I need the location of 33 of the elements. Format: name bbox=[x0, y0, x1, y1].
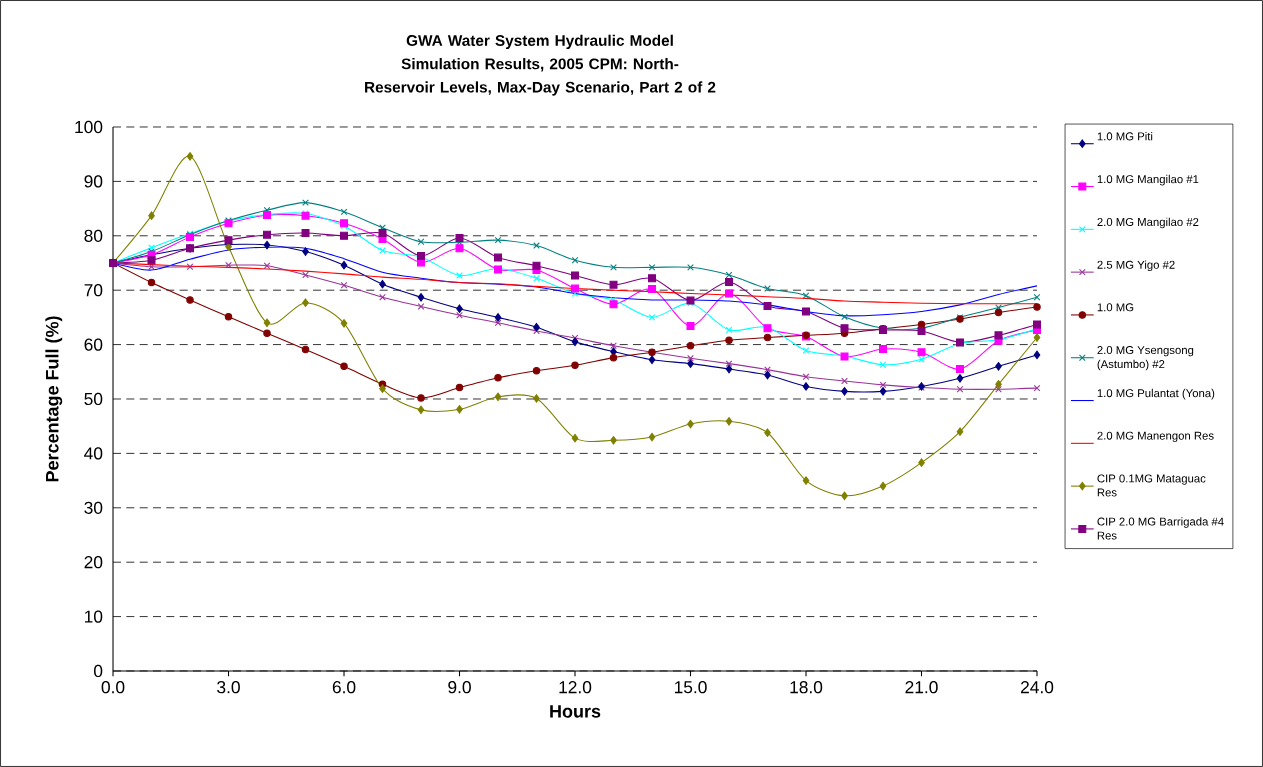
x-axis-title: Hours bbox=[550, 705, 601, 718]
legend-label: 2.5 MG Yigo #2 bbox=[1097, 260, 1175, 272]
chart-title: GWA Water System Hydraulic Model Simulation Results, 2005 CPM: North-Reservoir Levels, Max-Day Scenario, Part 2 of 2 bbox=[365, 34, 716, 96]
y-tick-label: 20 bbox=[84, 556, 103, 569]
y-tick-label: 30 bbox=[84, 501, 103, 514]
x-tick-label: 3.0 bbox=[217, 681, 240, 694]
x-tick-label: 12.0 bbox=[559, 681, 592, 694]
legend-label: CIP 2.0 MG Barrigada #4 Res bbox=[1097, 517, 1224, 540]
legend-label: 2.0 MG Ysengsong (Astumbo) #2 bbox=[1097, 346, 1194, 371]
legend-label: 1.0 MG Pulantat (Yona) bbox=[1097, 388, 1215, 400]
y-tick-label: 70 bbox=[84, 284, 103, 297]
y-tick-label: 60 bbox=[84, 338, 103, 351]
legend-label: 2.0 MG Manengon Res bbox=[1097, 431, 1214, 442]
y-axis-title: Percentage Full (%) bbox=[45, 316, 63, 482]
y-tick-label: 0 bbox=[94, 664, 103, 678]
y-tick-label: 10 bbox=[85, 610, 103, 623]
y-tick-label: 80 bbox=[84, 229, 103, 242]
x-tick-label: 9.0 bbox=[448, 681, 471, 694]
legend-label: 2.0 MG Mangilao #2 bbox=[1097, 217, 1199, 229]
legend-label: CIP 0.1MG Mataguac Res bbox=[1097, 474, 1206, 497]
x-tick-label: 24.0 bbox=[1021, 681, 1054, 694]
x-tick-label: 21.0 bbox=[905, 681, 938, 694]
x-tick-label: 6.0 bbox=[332, 681, 356, 694]
y-tick-label: 90 bbox=[84, 175, 103, 188]
x-tick-label: 15.0 bbox=[674, 681, 707, 694]
legend-label: 1.0 MG bbox=[1097, 303, 1134, 312]
y-tick-label: 100 bbox=[75, 120, 103, 134]
legend-label: 1.0 MG Piti bbox=[1097, 132, 1153, 141]
x-tick-label: 0.0 bbox=[101, 681, 125, 694]
y-tick-label: 50 bbox=[84, 392, 103, 406]
y-tick-label: 40 bbox=[84, 447, 103, 460]
legend-label: 1.0 MG Mangilao #1 bbox=[1097, 174, 1199, 186]
x-tick-label: 18.0 bbox=[790, 681, 823, 694]
